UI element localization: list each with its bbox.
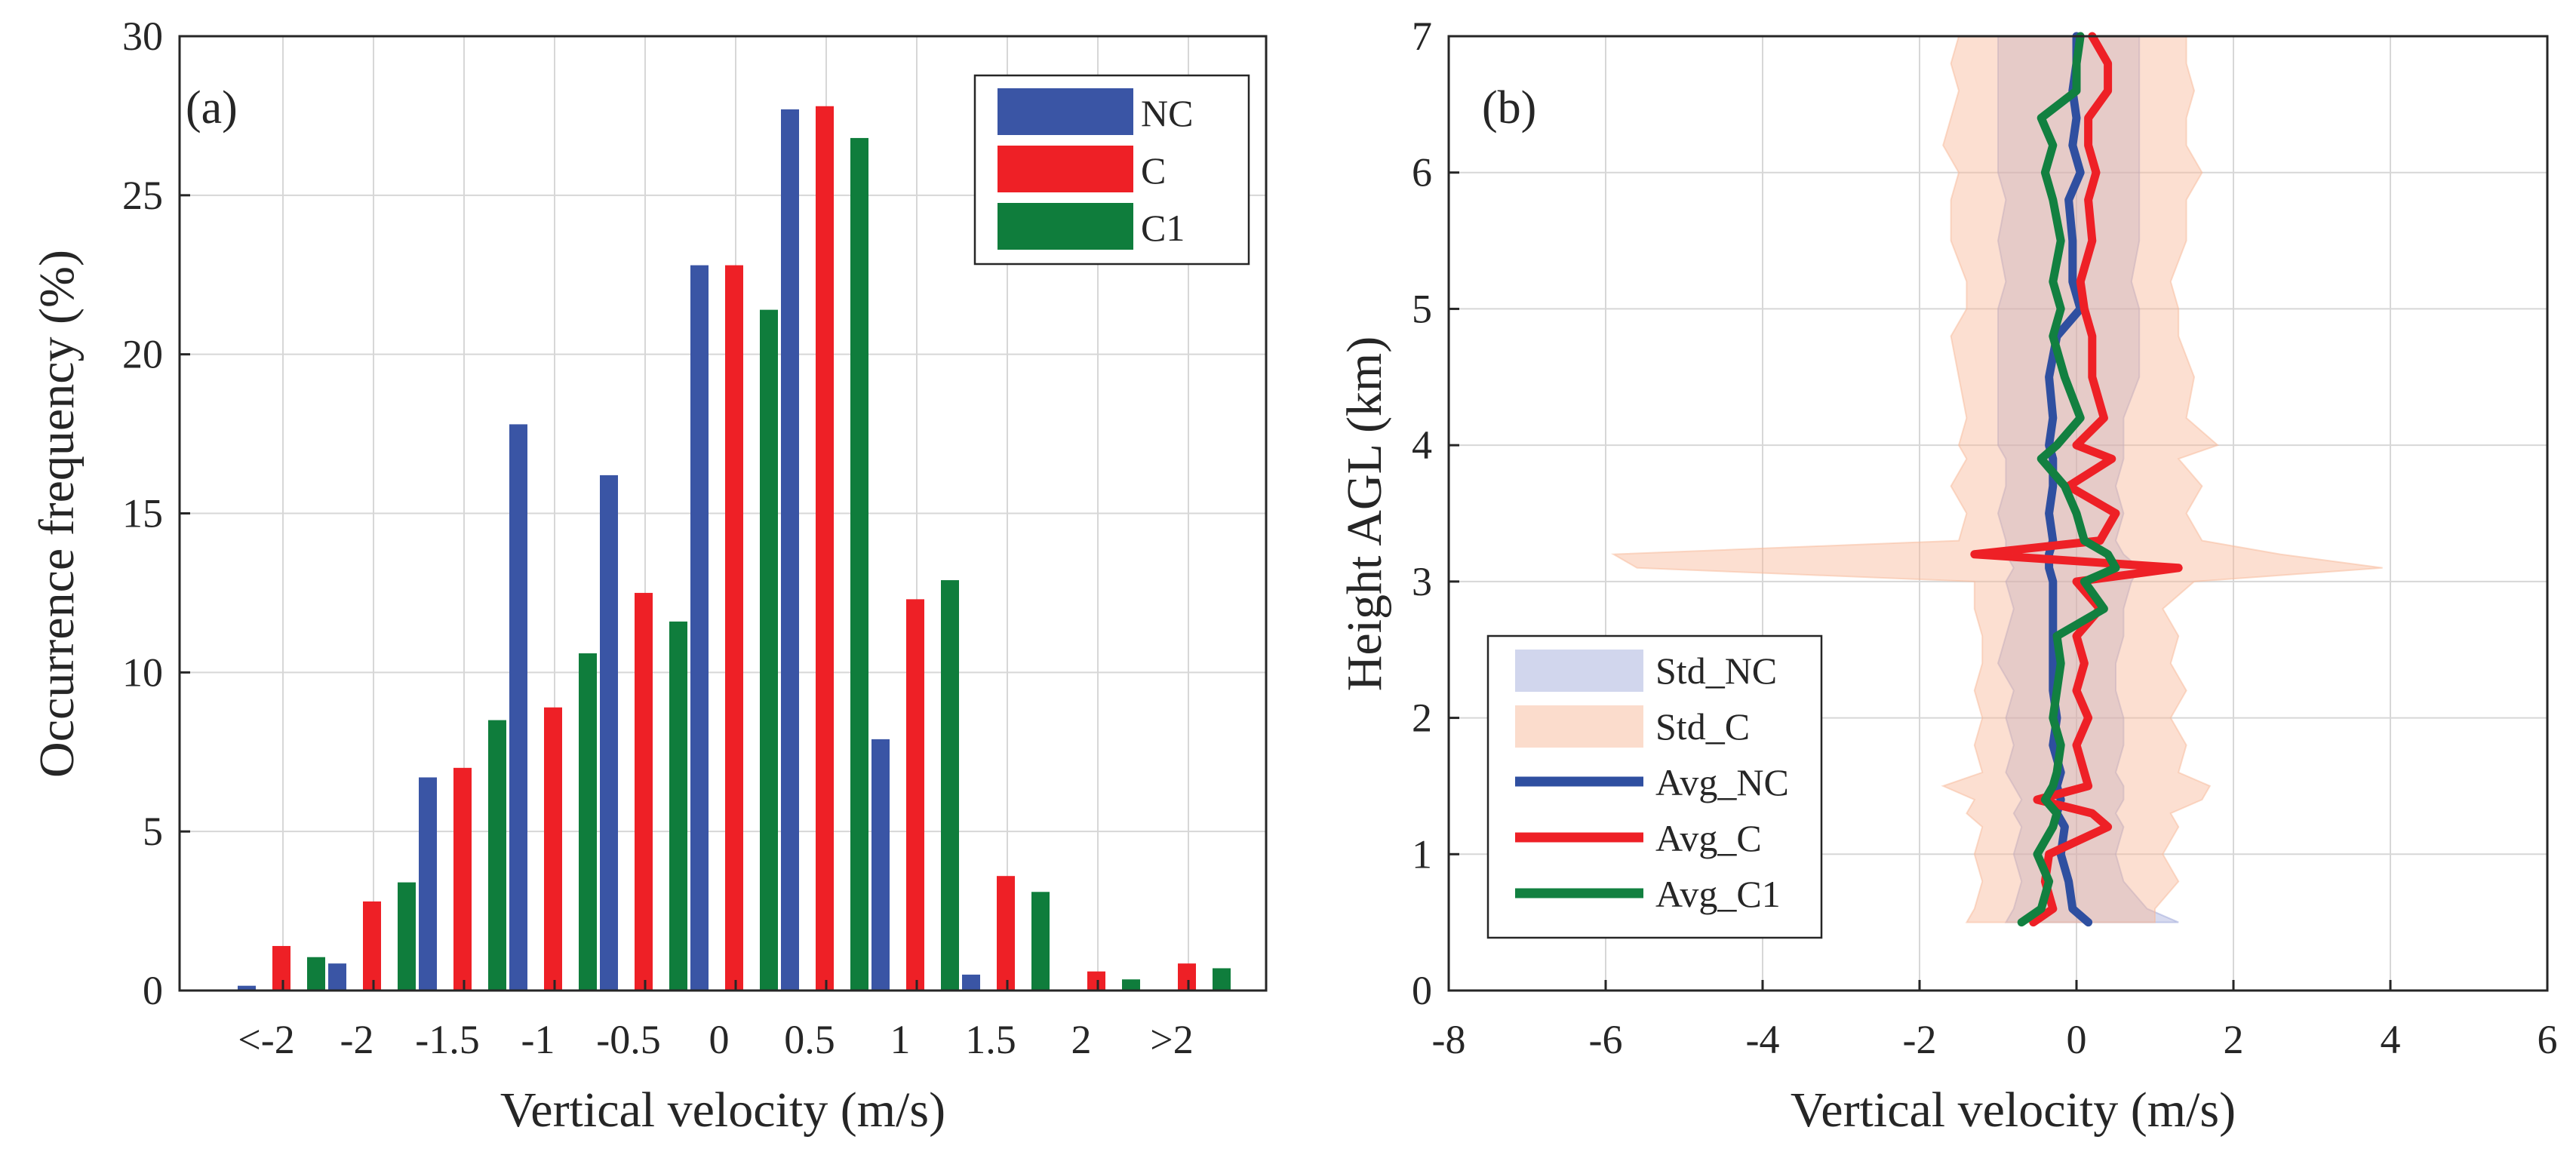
panel-b-y-ticks: 0 1 2 3 4 5 6 7 [1412, 14, 1459, 1013]
panel-b-x-tick-label: -6 [1589, 1017, 1623, 1062]
panel-a-y-axis-label: Occurrence frequency (%) [29, 250, 85, 778]
panel-b-x-ticks: -8 -6 -4 -2 0 2 4 6 [1432, 980, 2558, 1062]
legend-label-c: C [1141, 149, 1166, 192]
bar-nc-1-5 [419, 777, 437, 991]
panel-a-y-tick-label: 15 [122, 491, 163, 536]
bar-nc-1 [509, 424, 527, 991]
panel-b-lines [1970, 32, 2183, 927]
bar-c-1-5 [453, 767, 472, 991]
bar-c-0-5 [816, 106, 834, 991]
panel-b-x-tick-label: -2 [1903, 1017, 1937, 1062]
bar-c-2 [1178, 963, 1196, 991]
panel-b-x-tick-label: -8 [1432, 1017, 1466, 1062]
legend-label-c1: C1 [1141, 207, 1185, 249]
panel-b-y-tick-label: 6 [1412, 150, 1432, 195]
legend-swatch-std-c [1515, 705, 1643, 748]
panel-a-legend: NC C C1 [973, 74, 1250, 266]
panel-b-x-tick-label: -4 [1746, 1017, 1780, 1062]
panel-a-y-tick-label: 0 [143, 968, 163, 1013]
bar-c1-0-5 [850, 137, 868, 991]
bar-c-2 [1087, 971, 1105, 991]
panel-a-x-tick-label: -2 [340, 1017, 374, 1062]
bar-c1-2 [307, 957, 325, 991]
panel-a-x-ticks: <-2 -2 -1.5 -1 -0.5 0 0.5 1 1.5 2 >2 [238, 980, 1194, 1062]
bar-c1-1 [941, 580, 959, 991]
bar-c1-1-5 [488, 720, 506, 991]
bar-nc-0-5 [781, 109, 799, 991]
bar-c-0 [725, 265, 743, 991]
panel-b-x-tick-label: 4 [2381, 1017, 2401, 1062]
panel-b-y-tick-label: 0 [1412, 968, 1432, 1013]
panel-b-frame [1447, 35, 2549, 992]
bar-c1-1 [579, 653, 597, 991]
panel-b-x-tick-label: 2 [2224, 1017, 2244, 1062]
bar-nc-0-5 [600, 475, 618, 991]
panel-a-x-tick-label: 1 [890, 1017, 911, 1062]
legend-label-avg-nc: Avg_NC [1655, 761, 1789, 803]
legend-swatch-c [998, 146, 1133, 192]
bar-c-0-5 [635, 592, 653, 991]
panel-b: 0 1 2 3 4 5 6 7 -8 -6 -4 -2 0 2 4 6 (b) Vertical veloc… [1337, 14, 2558, 1138]
bar-c-1 [544, 707, 562, 991]
panel-a-bars [238, 106, 1231, 991]
panel-b-legend: Std_NC Std_C Avg_NC Avg_C Avg_C1 [1486, 634, 1823, 939]
panel-b-y-tick-label: 4 [1412, 422, 1432, 468]
legend-label-avg-c: Avg_C [1655, 817, 1762, 859]
legend-swatch-c1 [998, 203, 1133, 250]
panel-a-x-tick-label: -0.5 [596, 1017, 660, 1062]
panel-b-y-tick-label: 2 [1412, 696, 1432, 741]
panel-b-y-axis-label: Height AGL (km) [1337, 336, 1392, 691]
panel-b-label: (b) [1482, 82, 1536, 134]
panel-a-x-tick-label: -1 [521, 1017, 555, 1062]
legend-label-nc: NC [1141, 92, 1193, 134]
panel-a-x-tick-label: >2 [1150, 1017, 1193, 1062]
panel-a-label: (a) [186, 82, 238, 134]
legend-label-std-nc: Std_NC [1655, 650, 1777, 692]
bar-c1-2 [398, 882, 416, 991]
panel-a-y-tick-label: 20 [122, 332, 163, 377]
bar-c1-2 [1122, 979, 1140, 991]
panel-a-x-axis-label: Vertical velocity (m/s) [500, 1083, 945, 1138]
panel-b-x-tick-label: 0 [2067, 1017, 2087, 1062]
bar-c-2 [363, 901, 381, 991]
panel-b-y-tick-label: 5 [1412, 286, 1432, 331]
bar-nc-0 [690, 265, 709, 991]
panel-a-y-tick-label: 10 [122, 650, 163, 695]
panel-a-y-tick-label: 30 [122, 14, 163, 59]
panel-a-y-ticks: 0 5 10 15 20 25 30 [122, 14, 190, 1013]
legend-swatch-std-nc [1515, 650, 1643, 692]
panel-b-x-axis-label: Vertical velocity (m/s) [1791, 1083, 2236, 1138]
legend-swatch-nc [998, 88, 1133, 135]
bar-c1-2 [1213, 968, 1231, 991]
bar-c1-0-5 [669, 621, 687, 991]
panel-b-legend-box [1486, 634, 1823, 939]
panel-a-x-tick-label: <-2 [238, 1017, 294, 1062]
panel-b-y-tick-label: 7 [1412, 14, 1432, 59]
panel-a-x-tick-label: 2 [1071, 1017, 1092, 1062]
panel-a-x-tick-label: 0.5 [784, 1017, 835, 1062]
legend-label-avg-c1: Avg_C1 [1655, 873, 1781, 915]
bar-nc-1-5 [962, 974, 980, 991]
bar-nc-1 [871, 739, 890, 991]
panel-a-x-tick-label: -1.5 [415, 1017, 479, 1062]
bar-c-1-5 [997, 876, 1015, 991]
bar-nc-2 [328, 963, 346, 991]
panel-b-y-tick-label: 3 [1412, 559, 1432, 604]
bar-c-2 [272, 945, 290, 991]
bar-c1-1-5 [1031, 892, 1050, 991]
panel-a-x-tick-label: 1.5 [965, 1017, 1016, 1062]
panel-b-x-tick-label: 6 [2538, 1017, 2558, 1062]
bar-c1-0 [760, 309, 778, 991]
panel-a-y-tick-label: 5 [143, 809, 163, 854]
panel-b-y-tick-label: 1 [1412, 831, 1432, 877]
legend-label-std-c: Std_C [1655, 705, 1750, 748]
line-avg-c1 [2017, 32, 2120, 927]
bar-nc-2 [238, 985, 256, 991]
panel-a-y-tick-label: 25 [122, 173, 163, 218]
bar-c-1 [906, 599, 924, 991]
panel-a-x-tick-label: 0 [709, 1017, 730, 1062]
